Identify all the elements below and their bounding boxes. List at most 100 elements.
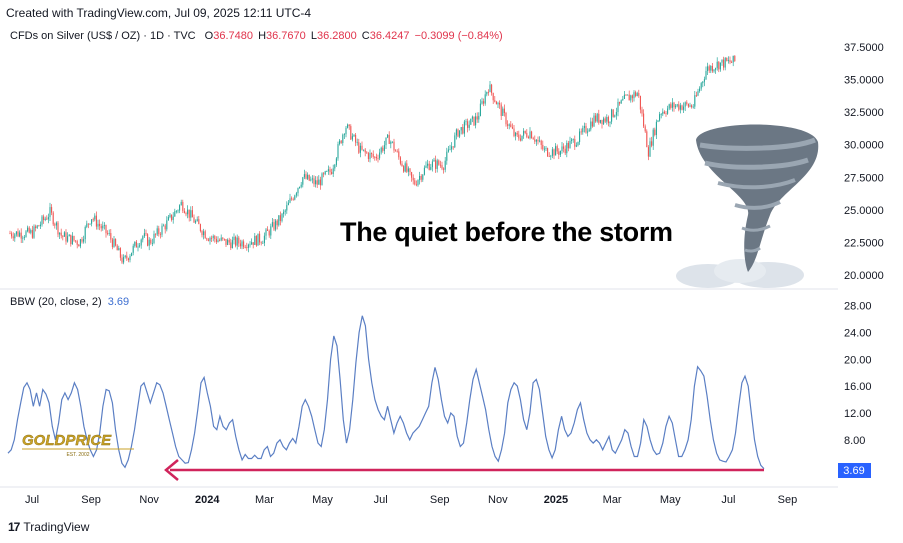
- candle-body: [526, 132, 528, 137]
- candle-body: [319, 179, 321, 186]
- candle-body: [62, 235, 64, 237]
- candle-body: [483, 101, 485, 104]
- candle-body: [499, 102, 501, 105]
- candle-body: [516, 132, 518, 135]
- candle-body: [702, 81, 704, 84]
- candle-body: [241, 241, 243, 247]
- candle-body: [383, 145, 385, 151]
- price-tick-label: 20.0000: [844, 270, 884, 282]
- candle-body: [273, 222, 275, 230]
- candle-body: [692, 106, 694, 108]
- candle-body: [254, 235, 256, 245]
- candle-body: [347, 124, 349, 128]
- candle-body: [201, 231, 203, 236]
- candle-body: [380, 147, 382, 153]
- candle-body: [467, 121, 469, 128]
- footer-brand: TradingView: [23, 520, 90, 534]
- bbw-tick-label: 8.00: [844, 435, 865, 447]
- candle-body: [76, 241, 78, 245]
- candle-body: [676, 104, 678, 106]
- candle-body: [359, 145, 361, 153]
- candle-body: [187, 209, 189, 215]
- candle-body: [534, 139, 536, 142]
- bbw-axis: 28.00 24.00 20.00 16.00 12.00 8.00: [844, 301, 872, 447]
- candle-body: [476, 116, 478, 120]
- candle-body: [139, 245, 141, 247]
- price-tick-label: 32.5000: [844, 107, 884, 119]
- candle-body: [494, 100, 496, 102]
- candle-body: [382, 147, 384, 151]
- candle-body: [631, 95, 633, 99]
- time-tick-label: Sep: [778, 494, 798, 506]
- low-value: 36.2800: [316, 30, 357, 42]
- candle-body: [675, 105, 677, 108]
- candle-body: [227, 239, 229, 245]
- candle-body: [540, 140, 542, 145]
- candle-body: [171, 214, 173, 220]
- candle-body: [238, 237, 240, 244]
- open-value: 36.7480: [213, 30, 253, 42]
- candle-body: [79, 239, 81, 247]
- candle-body: [339, 140, 341, 145]
- candle-body: [539, 140, 541, 142]
- candle-body: [435, 159, 437, 169]
- candle-body: [371, 153, 373, 154]
- candle-body: [604, 118, 606, 122]
- candle-body: [132, 245, 134, 253]
- candle-body: [667, 108, 669, 114]
- candle-body: [593, 115, 595, 127]
- candle-body: [121, 257, 123, 263]
- candle-body: [726, 57, 728, 61]
- candle-body: [207, 239, 209, 241]
- candle-body: [665, 113, 667, 115]
- time-axis: Jul Sep Nov 2024 Mar May Jul Sep Nov 2025 Mar May Ju…: [25, 494, 797, 506]
- candle-body: [57, 222, 59, 235]
- candle-body: [247, 244, 249, 248]
- candle-body: [257, 233, 259, 246]
- candle-body: [481, 101, 483, 104]
- candle-body: [119, 248, 121, 258]
- candle-body: [636, 93, 638, 97]
- candle-body: [689, 105, 691, 107]
- candle-body: [289, 198, 291, 203]
- candle-body: [299, 186, 301, 189]
- candle-body: [97, 223, 99, 227]
- candle-body: [107, 233, 109, 235]
- candle-body: [652, 129, 654, 146]
- candle-body: [707, 66, 709, 71]
- candle-body: [649, 141, 651, 157]
- candle-body: [406, 163, 408, 172]
- candle-body: [668, 104, 670, 109]
- candle-body: [379, 152, 381, 159]
- candle-body: [316, 180, 318, 185]
- candle-body: [403, 166, 405, 172]
- candle-body: [190, 210, 192, 218]
- time-tick-label: May: [660, 494, 681, 506]
- candle-body: [491, 84, 493, 93]
- candle-body: [49, 207, 51, 218]
- candle-body: [244, 247, 246, 249]
- candle-body: [47, 217, 49, 220]
- candle-body: [619, 101, 621, 104]
- candle-body: [41, 216, 43, 225]
- candle-body: [116, 245, 118, 251]
- candle-body: [110, 233, 112, 240]
- candle-body: [611, 109, 613, 122]
- candle-body: [687, 103, 689, 107]
- candle-body: [628, 94, 630, 101]
- candle-body: [459, 130, 461, 137]
- candle-body: [713, 69, 715, 72]
- candle-body: [292, 199, 294, 200]
- candle-body: [123, 256, 125, 263]
- candle-body: [270, 226, 272, 236]
- candle-body: [252, 242, 254, 245]
- candle-body: [124, 255, 126, 257]
- candle-body: [150, 239, 152, 244]
- candle-body: [441, 165, 443, 169]
- bbw-legend: BBW (20, close, 2) 3.69: [10, 296, 129, 308]
- candle-body: [308, 174, 310, 181]
- candle-body: [276, 220, 278, 226]
- candle-body: [175, 210, 177, 212]
- candle-body: [633, 92, 635, 99]
